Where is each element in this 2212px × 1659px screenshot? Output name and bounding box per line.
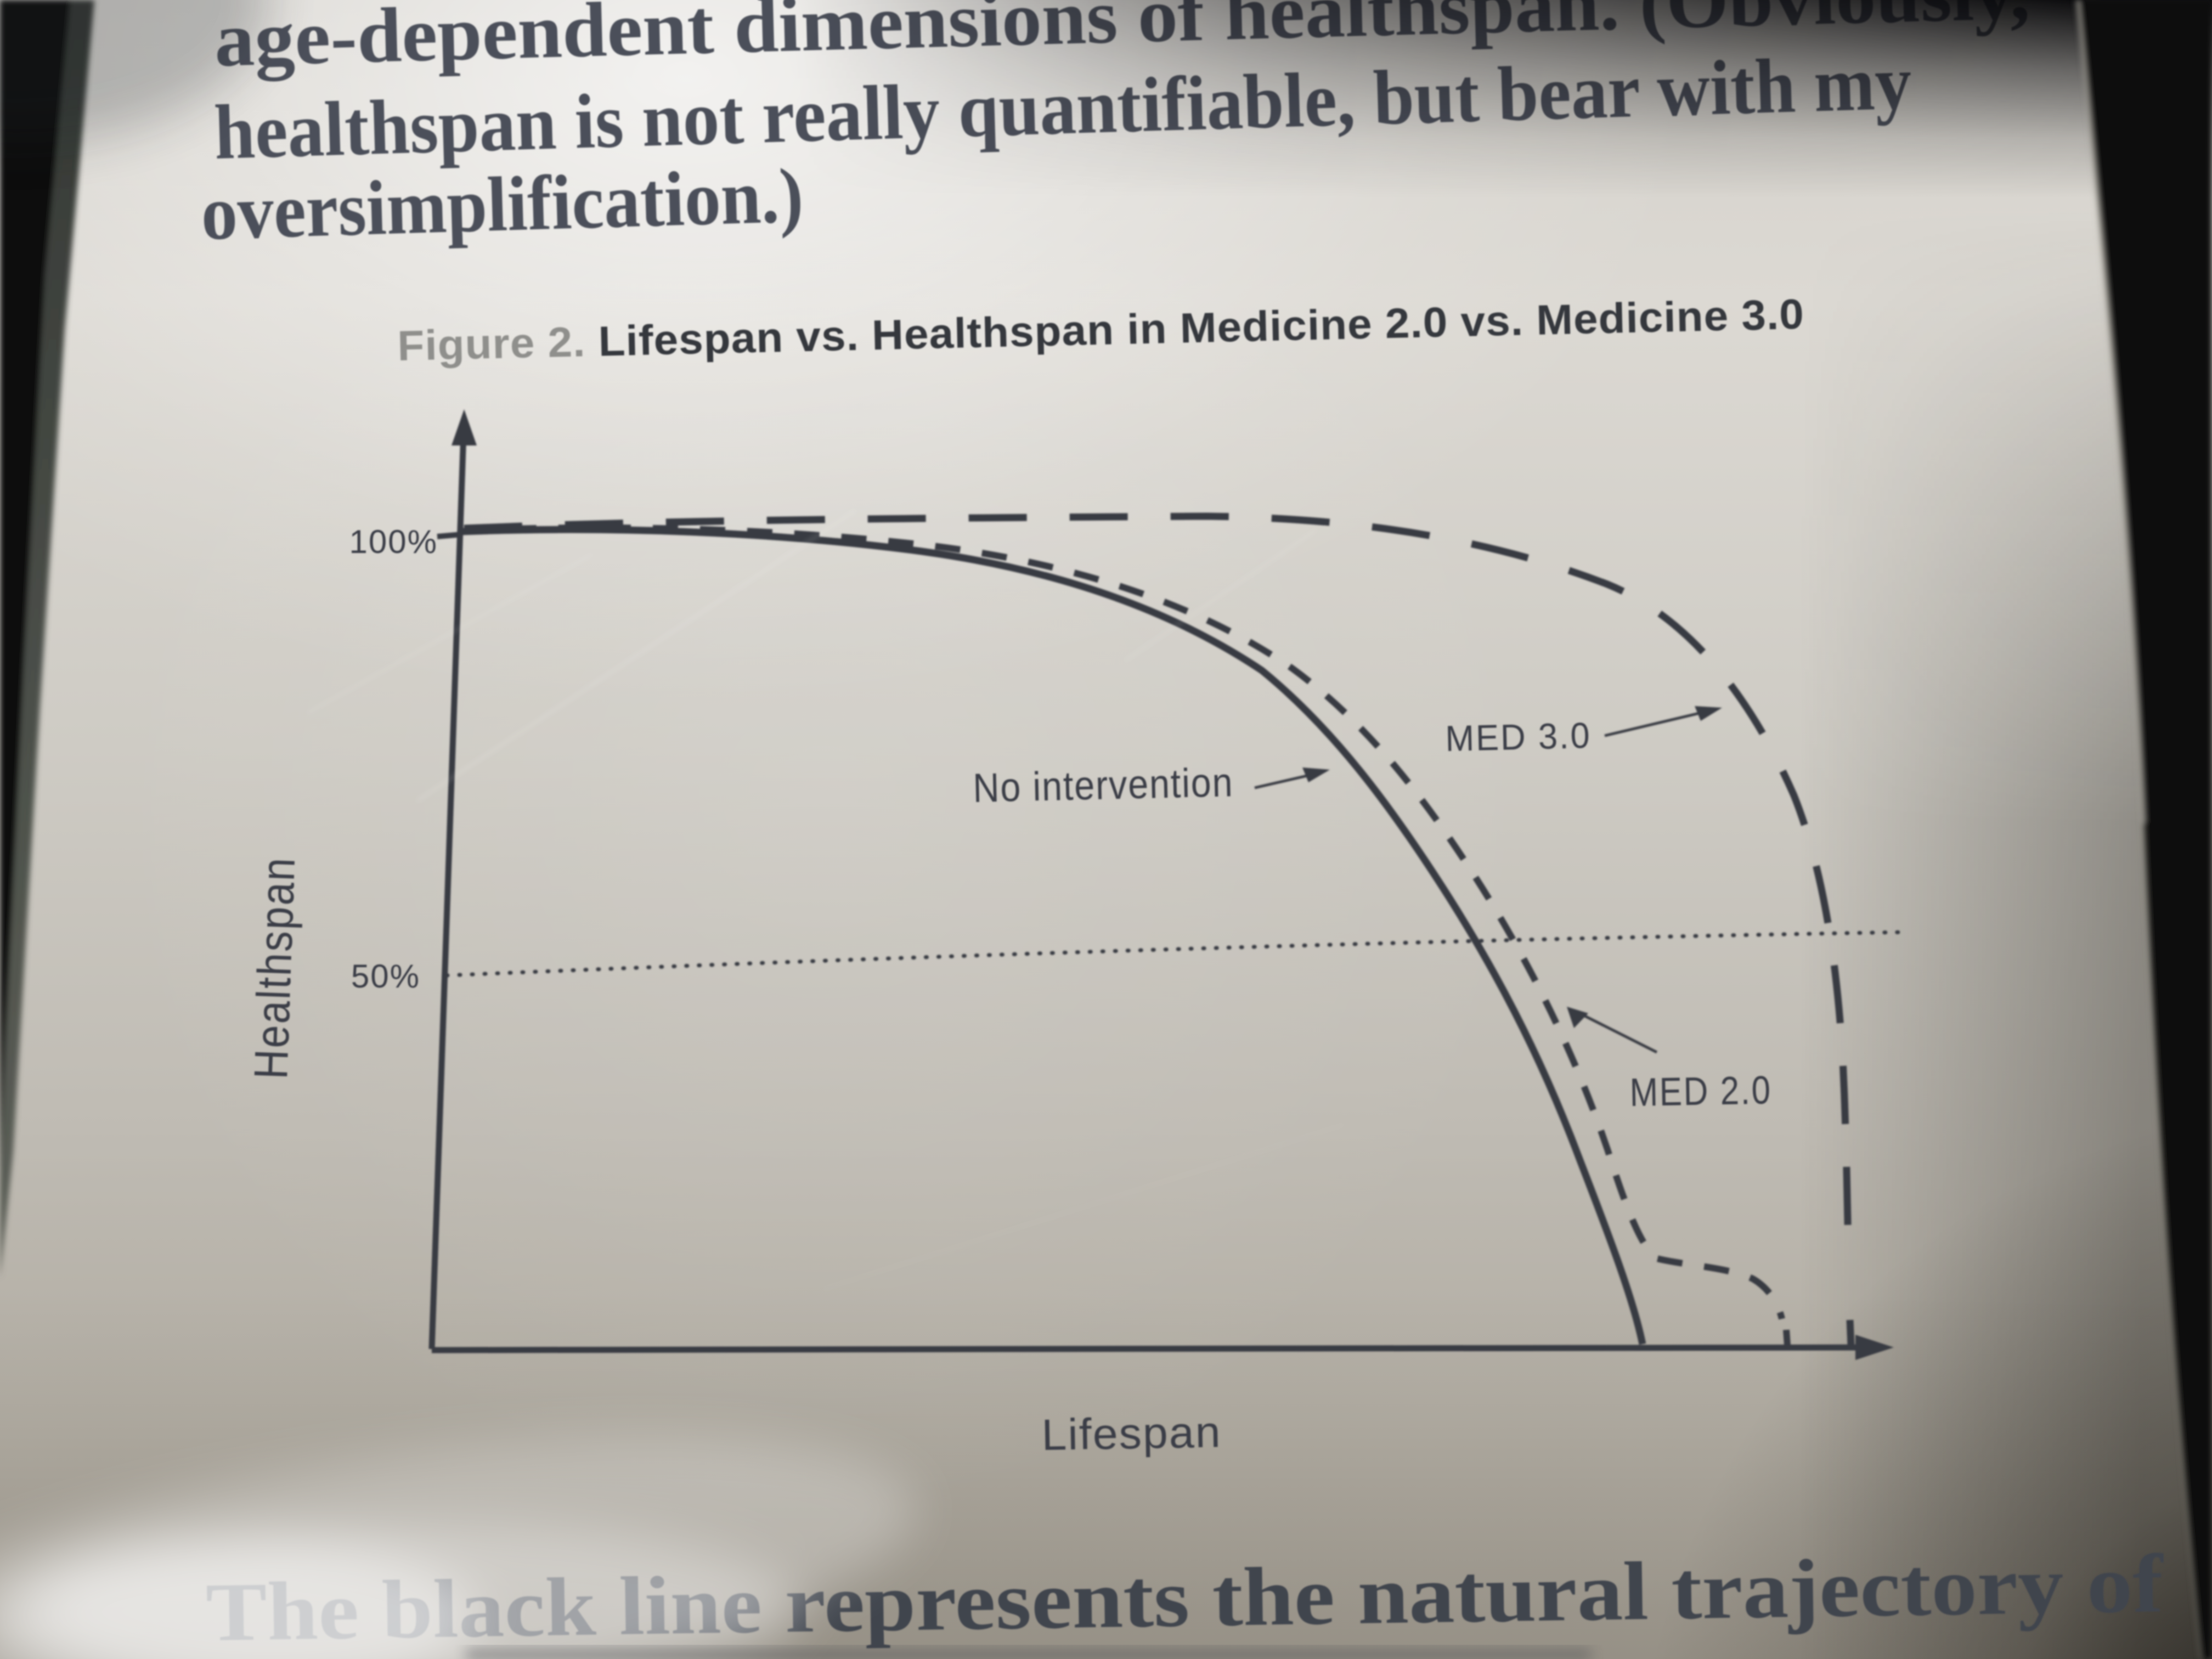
- svg-text:No intervention: No intervention: [972, 759, 1234, 811]
- svg-text:MED 2.0: MED 2.0: [1629, 1068, 1772, 1115]
- svg-text:100%: 100%: [349, 523, 438, 560]
- svg-text:MED 3.0: MED 3.0: [1445, 715, 1592, 759]
- svg-text:oversimplification.): oversimplification.): [200, 151, 804, 256]
- svg-text:Lifespan: Lifespan: [1041, 1407, 1222, 1459]
- svg-text:Healthspan: Healthspan: [245, 856, 305, 1080]
- svg-text:50%: 50%: [351, 958, 420, 995]
